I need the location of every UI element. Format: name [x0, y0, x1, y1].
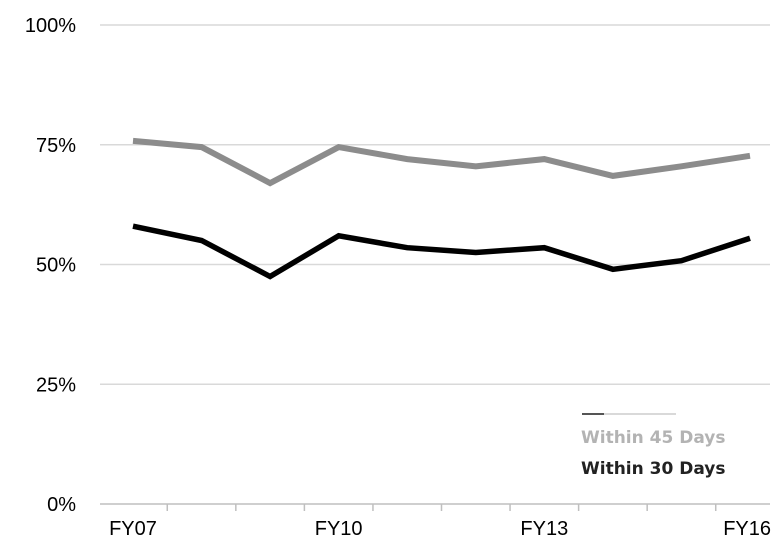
- series-line-within-45-days: [132, 137, 751, 187]
- series-lines: [132, 137, 751, 280]
- x-tick-label: FY10: [315, 518, 363, 540]
- y-tick-labels: 0% 25% 50% 75% 100%: [25, 15, 76, 516]
- x-tick-label: FY16: [723, 518, 771, 540]
- gridlines: [100, 24, 770, 385]
- series-line-within-30-days: [132, 223, 751, 280]
- y-tick-label: 50%: [36, 255, 76, 277]
- x-axis: [100, 503, 770, 511]
- legend-entry: Within 45 Days: [581, 428, 726, 448]
- y-tick-label: 75%: [36, 135, 76, 157]
- y-tick-label: 25%: [36, 374, 76, 396]
- legend-entry: Within 30 Days: [581, 459, 726, 479]
- y-tick-label: 0%: [47, 494, 76, 516]
- legend: Within 45 Days Within 30 Days: [581, 413, 726, 479]
- y-tick-label: 100%: [25, 15, 76, 37]
- x-tick-label: FY07: [109, 518, 157, 540]
- x-tick-labels: FY07 FY10 FY13 FY16: [109, 518, 771, 540]
- x-tick-label: FY13: [520, 518, 568, 540]
